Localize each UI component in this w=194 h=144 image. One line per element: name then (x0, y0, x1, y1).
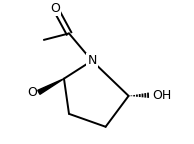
Text: N: N (87, 54, 97, 67)
Text: O: O (50, 2, 60, 15)
Text: OH: OH (152, 89, 171, 102)
Polygon shape (38, 79, 64, 94)
Text: O: O (28, 86, 37, 99)
